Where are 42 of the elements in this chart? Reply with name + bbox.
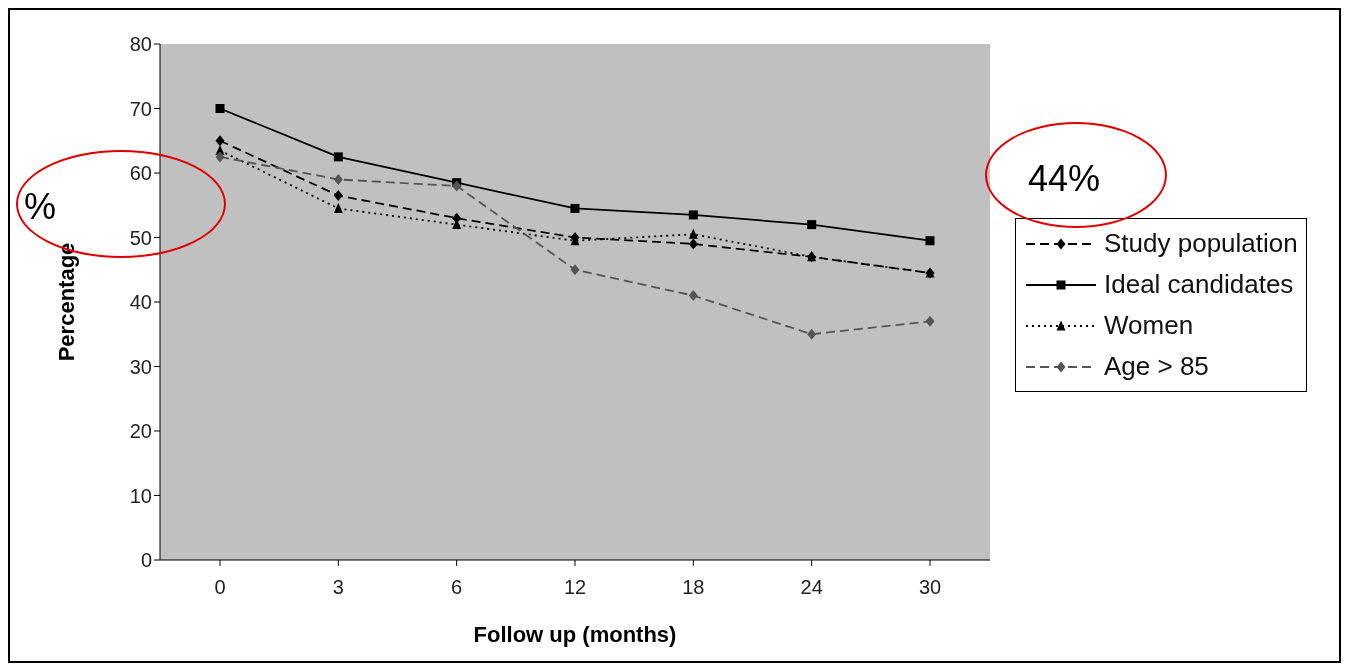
point [925,236,935,246]
text: % [24,186,57,228]
point [215,104,225,113]
point [688,290,698,302]
point [215,151,225,163]
point [333,202,343,213]
x-tick-label: 6 [451,576,463,599]
point [925,315,935,327]
point [570,203,580,213]
y-tick-label: 60 [129,162,152,185]
point [807,220,817,230]
y-tick-label: 20 [129,420,152,443]
y-tick-label: 40 [129,291,152,314]
point [807,328,817,340]
y-tick-label: 0 [140,549,152,572]
point [570,264,580,276]
x-tick-label: 12 [563,576,587,599]
x-tick-label: 30 [918,576,942,599]
x-axis-title: Follow up (months) [473,622,677,647]
point [688,210,698,220]
y-axis-title: Percentage [53,242,79,362]
y-tick-label: 10 [129,484,152,507]
point [333,152,343,162]
y-tick-label: 50 [129,226,152,249]
point [333,190,343,202]
x-tick-label: 18 [682,576,705,599]
x-tick-label: 0 [214,576,226,599]
y-tick-label: 30 [129,355,152,378]
legend-label: Women [1104,310,1194,341]
y-tick-label: 70 [129,97,152,120]
legend-label: Study population [1104,228,1298,259]
legend-label: Age > 85 [1104,351,1209,382]
point [333,173,343,185]
x-tick-label: 3 [332,576,344,599]
legend-label: Ideal candidates [1104,269,1294,300]
text: 44% [1028,158,1101,200]
y-tick-label: 80 [129,33,152,56]
point [688,228,698,239]
point [452,180,462,192]
x-tick-label: 24 [800,576,823,599]
point [215,135,225,147]
point [688,238,698,250]
